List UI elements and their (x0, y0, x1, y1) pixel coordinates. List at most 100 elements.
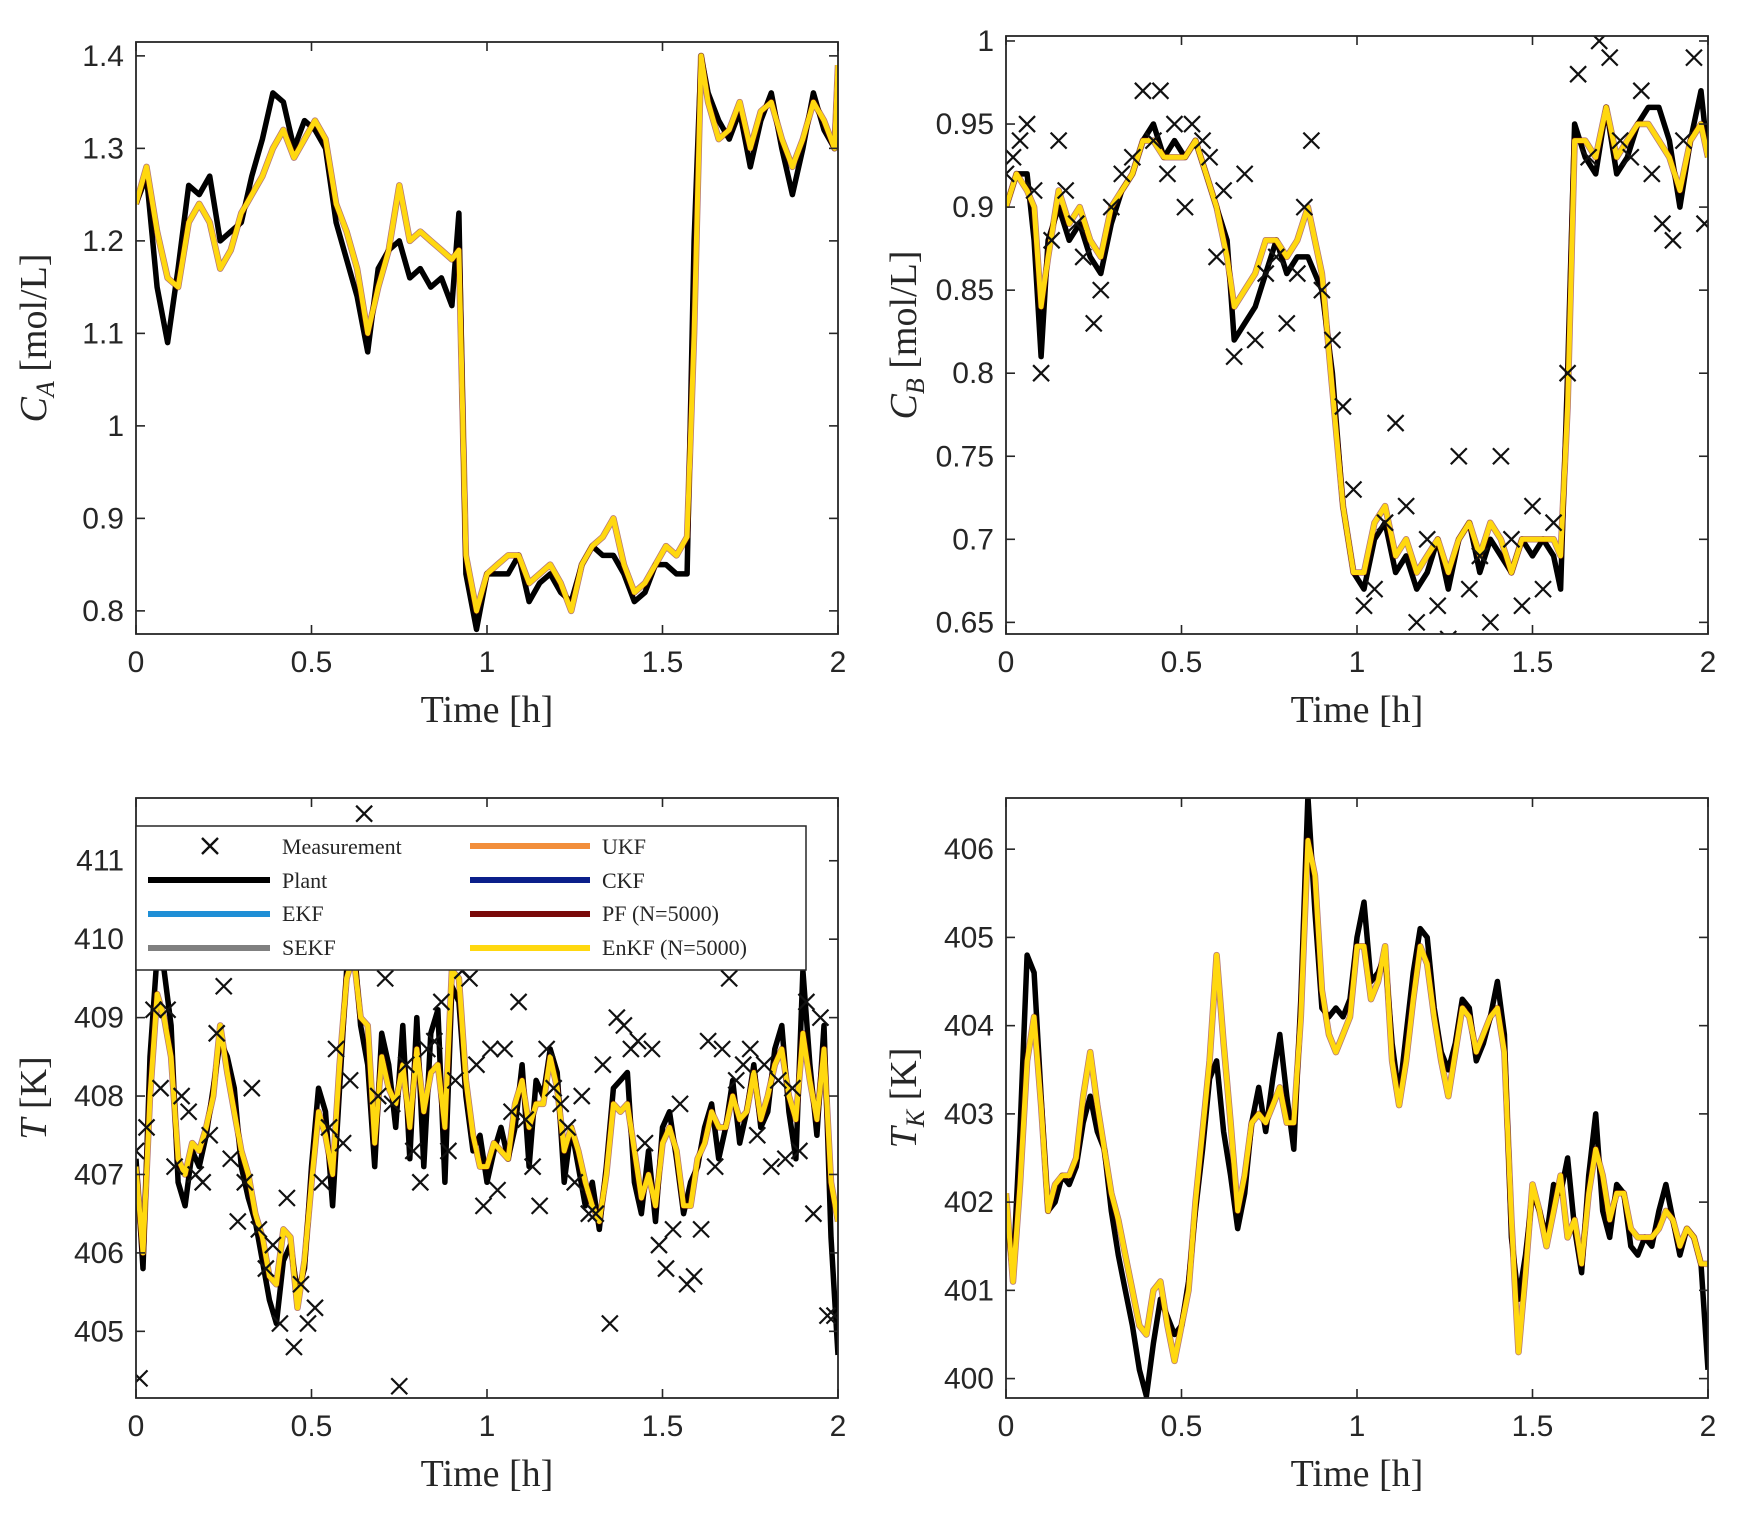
cb-measurement-point (1267, 248, 1286, 266)
tk-plot-area (1006, 798, 1708, 1398)
t-measurement-point (383, 1095, 402, 1113)
ca-ytick-label: 0.8 (82, 595, 124, 628)
cb-ylabel: CB [mol/L] (883, 251, 930, 420)
cb-ylabel-symbol: C (883, 393, 925, 419)
legend-entry-plant: Plant (148, 868, 327, 893)
cb-xtick-label: 0.5 (1161, 646, 1203, 679)
legend-label-sekf: SEKF (282, 935, 336, 960)
cb-measurement-point (1084, 314, 1103, 333)
cb-measurement-point (1246, 331, 1264, 349)
t-measurement-point (257, 1259, 275, 1278)
t-measurement-point (165, 1157, 184, 1176)
t-measurement-point (629, 1032, 647, 1050)
cb-xtick-label: 1.5 (1512, 646, 1554, 679)
t-measurement-point (397, 1055, 416, 1074)
t-measurement-point (299, 1314, 317, 1333)
t-measurement-point (615, 1016, 633, 1035)
t-measurement-point (285, 1338, 303, 1356)
cb-measurement-point (1025, 181, 1043, 200)
legend-label-ekf: EKF (282, 901, 324, 926)
cb-measurement-point (1113, 165, 1131, 183)
legend-label-pf: PF (N=5000) (602, 901, 719, 926)
tk-xtick-label: 2 (1700, 1410, 1717, 1443)
cb-measurement-point (1214, 181, 1233, 200)
legend-label-enkf: EnKF (N=5000) (602, 935, 747, 960)
t-measurement-point (818, 1306, 837, 1325)
t-measurement-point (699, 1032, 717, 1050)
t-measurement-point (523, 1157, 542, 1176)
t-xtick-label: 0 (128, 1410, 145, 1443)
t-ylabel: T [K] (13, 1056, 55, 1139)
cb-measurement-point (1134, 82, 1152, 100)
ca-xlabel: Time [h] (421, 689, 554, 731)
cb-measurement-point (1365, 580, 1384, 598)
cb-measurement-point (1006, 165, 1015, 183)
t-measurement-point (411, 1173, 430, 1192)
t-measurement-point (488, 1181, 507, 1199)
t-measurement-point (172, 1087, 191, 1105)
t-measurement-point (460, 969, 479, 988)
cb-xtick-label: 0 (998, 646, 1015, 679)
cb-measurement-point (1056, 181, 1075, 200)
cb-measurement-point (1397, 497, 1415, 515)
ca-xtick-label: 1.5 (642, 646, 684, 679)
cb-plot-area (1006, 36, 1708, 634)
cb-measurement-point (1611, 131, 1630, 150)
tk-ytick-label: 401 (944, 1274, 994, 1307)
t-measurement-point (250, 1220, 268, 1239)
legend-label-measurement: Measurement (282, 834, 402, 859)
t-measurement-point (650, 1236, 668, 1254)
t-measurement-point (664, 1220, 682, 1239)
cb-measurement-markers (1006, 36, 1708, 634)
t-measurement-point (439, 1142, 458, 1160)
cb-measurement-point (1590, 36, 1608, 50)
cb-measurement-point (1200, 148, 1219, 167)
tk-subplot: 0 0.5 1 1.5 2 400 401 402 403 404 405 406 Time [h] TK… (883, 797, 1717, 1495)
cb-measurement-point (1460, 580, 1479, 598)
t-measurement-point (811, 1008, 830, 1027)
t-measurement-point (558, 1118, 577, 1137)
cb-measurement-point (1418, 530, 1436, 549)
cb-measurement-point (1355, 596, 1373, 615)
t-measurement-point (355, 804, 373, 823)
t-measurement-point (137, 1118, 156, 1137)
t-measurement-point (193, 1173, 212, 1192)
t-measurement-point (425, 1032, 444, 1050)
tk-series-plant-line (1006, 798, 1708, 1398)
cb-measurement-point (1011, 131, 1029, 150)
cb-measurement-point (1207, 248, 1226, 266)
cb-measurement-point (1313, 281, 1331, 299)
cb-measurement-point (1600, 48, 1619, 67)
cb-measurement-point (1376, 513, 1394, 532)
t-measurement-point (797, 993, 816, 1011)
cb-measurement-point (1006, 148, 1022, 167)
t-measurement-point (327, 1040, 345, 1058)
t-measurement-point (509, 993, 528, 1011)
ca-ytick-label: 0.9 (82, 502, 124, 535)
legend-entry-sekf: SEKF (148, 935, 336, 960)
t-measurement-point (685, 1267, 703, 1286)
cb-measurement-point (1334, 397, 1352, 416)
cb-measurement-point (1513, 596, 1531, 615)
cb-series-enkf-line (1006, 104, 1708, 575)
t-measurement-point (200, 1126, 219, 1145)
cb-data-layer (1006, 36, 1708, 634)
legend-label-ckf: CKF (602, 868, 645, 893)
t-xtick-label: 1.5 (642, 1410, 684, 1443)
t-measurement-point (264, 1236, 282, 1254)
tk-ytick-label: 403 (944, 1098, 994, 1131)
t-measurement-point (144, 1000, 163, 1019)
t-xtick-label: 0.5 (291, 1410, 333, 1443)
t-measurement-point (572, 1087, 591, 1105)
t-measurement-point (544, 1079, 563, 1097)
cb-measurement-point (1256, 264, 1275, 283)
t-measurement-point (636, 1134, 654, 1152)
t-ytick-label: 408 (74, 1080, 124, 1113)
t-measurement-point (214, 977, 233, 996)
t-measurement-point (755, 1055, 774, 1074)
ca-ytick-label: 1 (107, 410, 124, 443)
cb-measurement-point (1067, 214, 1085, 233)
t-measurement-point (432, 993, 451, 1011)
ca-series-plant-line (136, 53, 838, 633)
cb-measurement-point (1632, 82, 1651, 100)
